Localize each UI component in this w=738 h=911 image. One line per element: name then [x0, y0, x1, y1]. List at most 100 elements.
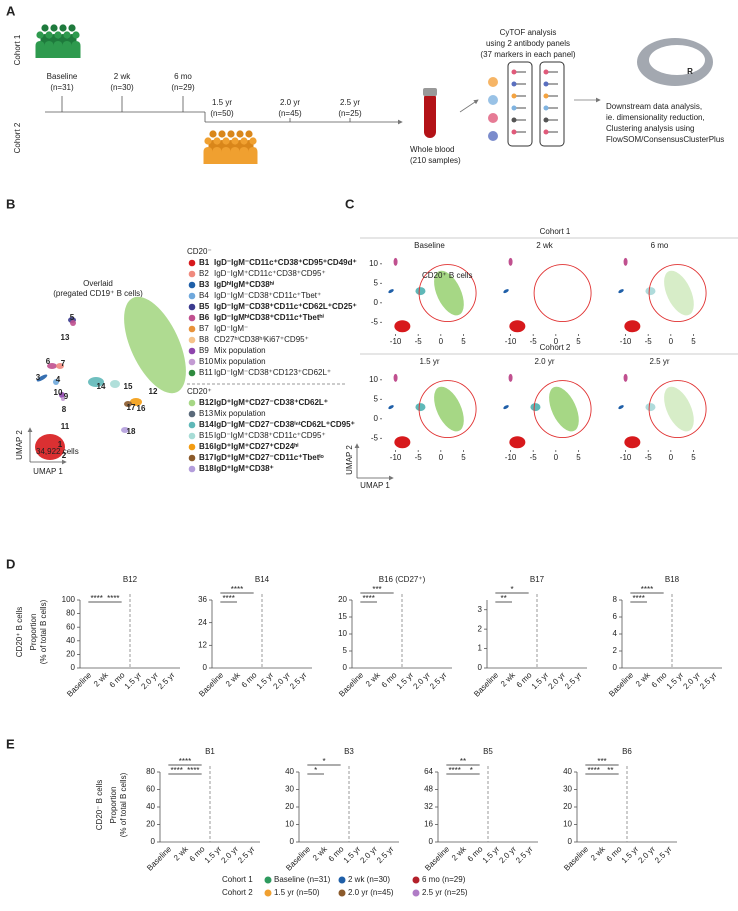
y-tick-label: -5	[371, 317, 379, 326]
arrow	[459, 99, 479, 113]
x-tick-label: 2.5 yr	[156, 670, 177, 691]
person-icon	[35, 41, 45, 58]
y-axis-label: (% of total B cells)	[119, 772, 128, 837]
chart-title: B16 (CD27⁺)	[379, 575, 426, 584]
cluster-blob	[624, 320, 641, 333]
significance-label: ****	[170, 766, 182, 775]
y-tick-label: 48	[424, 785, 433, 794]
y-tick-label: -5	[371, 433, 379, 442]
person-icon	[212, 147, 222, 164]
legend-swatch	[188, 358, 196, 366]
marker-icon	[511, 129, 517, 135]
cluster-blob	[36, 374, 48, 382]
y-tick-label: 5	[374, 394, 379, 403]
cluster-label: 3	[36, 373, 41, 382]
y-tick-label: 8	[613, 595, 618, 604]
y-tick-label: 100	[62, 595, 76, 604]
legend-label: IgD⁺IgM⁺CD27⁺CD24ʰⁱ	[214, 441, 299, 451]
y-tick-label: 36	[198, 595, 207, 604]
legend-swatch	[188, 465, 196, 473]
y-tick-label: 40	[285, 767, 294, 776]
cohort-title: Cohort 2	[540, 343, 571, 352]
y-tick-label: 10	[285, 820, 294, 829]
legend-swatch	[338, 876, 346, 884]
y-tick-label: 4	[613, 629, 618, 638]
cluster-label: 1	[58, 440, 63, 449]
cluster-blob	[35, 434, 65, 460]
y-tick-label: 3	[478, 605, 483, 614]
legend-swatch	[338, 889, 346, 897]
timepoint-n: (n=45)	[278, 109, 302, 118]
legend-label: 2.0 yr (n=45)	[348, 888, 394, 897]
x-tick-label: 2.5 yr	[653, 844, 674, 865]
x-tick-label: 2.0 yr	[139, 670, 160, 691]
x-tick-label: -5	[530, 453, 538, 462]
annotation: CD20⁺ B cells	[422, 271, 472, 280]
person-icon	[218, 130, 226, 138]
cluster-blob	[618, 289, 624, 294]
subplot-title: Baseline	[414, 241, 445, 250]
legend-id: B8	[199, 335, 209, 344]
legend-id: B11	[199, 368, 213, 377]
x-tick-label: Baseline	[284, 844, 312, 872]
y-tick-label: 20	[563, 802, 572, 811]
x-tick-label: -10	[505, 337, 517, 346]
legend-id: B2	[199, 269, 209, 278]
significance-label: ****	[222, 594, 234, 603]
cluster-blob	[121, 427, 129, 433]
cluster-blob	[415, 287, 426, 296]
y-tick-label: 10	[369, 375, 378, 384]
x-tick-label: 2 wk	[172, 844, 191, 863]
cluster-label: 6	[46, 357, 51, 366]
x-tick-label: Baseline	[337, 670, 365, 698]
legend-id: B13	[199, 409, 214, 418]
legend-group-title: CD20⁻	[187, 247, 212, 256]
person-icon	[249, 137, 257, 145]
x-tick-label: 2.0 yr	[219, 844, 240, 865]
legend-label: 1.5 yr (n=50)	[274, 888, 320, 897]
subplot-title: 1.5 yr	[419, 357, 439, 366]
y-tick-label: 0	[429, 837, 434, 846]
x-tick-label: -10	[505, 453, 517, 462]
legend-id: B14	[199, 420, 214, 429]
marker-icon	[511, 105, 517, 111]
legend-id: B1	[199, 258, 210, 267]
cluster-blob	[388, 405, 394, 410]
person-icon	[72, 31, 80, 39]
x-tick-label: 2 wk	[92, 670, 111, 689]
marker-icon	[511, 93, 517, 99]
y-axis-label: CD20⁺ B cells	[15, 607, 24, 657]
person-icon	[203, 147, 213, 164]
x-tick-label: 2 wk	[311, 844, 330, 863]
y-tick-label: 0	[290, 837, 295, 846]
x-tick-label: 2.5 yr	[563, 670, 584, 691]
x-tick-label: 2.0 yr	[411, 670, 432, 691]
cluster-label: 5	[70, 313, 75, 322]
x-tick-label: 2.0 yr	[497, 844, 518, 865]
cluster-blob	[124, 401, 132, 407]
cluster-blob	[47, 363, 57, 369]
subplot-title: 6 mo	[651, 241, 669, 250]
marker-icon	[543, 117, 549, 123]
significance-label: *	[314, 766, 317, 775]
timepoint-n: (n=50)	[210, 109, 234, 118]
x-tick-label: -10	[390, 337, 402, 346]
legend-swatch	[412, 889, 420, 897]
panel-label: E	[6, 736, 15, 751]
axis-label: UMAP 2	[15, 430, 24, 460]
panel-label: B	[6, 196, 15, 211]
person-icon	[245, 130, 253, 138]
cluster-blob	[130, 398, 142, 406]
cluster-blob	[394, 436, 411, 449]
x-tick-label: -10	[620, 337, 632, 346]
cluster-blob	[110, 380, 120, 388]
person-icon	[221, 147, 231, 164]
x-tick-label: Baseline	[65, 670, 93, 698]
x-tick-label: Baseline	[197, 670, 225, 698]
legend-label: Mix population	[214, 346, 266, 355]
x-tick-label: 2.0 yr	[546, 670, 567, 691]
legend-label: IgDʰⁱIgM⁺CD38ʰⁱ	[214, 279, 275, 289]
person-icon	[209, 130, 217, 138]
marker-icon	[543, 105, 549, 111]
cluster-label: 12	[149, 387, 158, 396]
